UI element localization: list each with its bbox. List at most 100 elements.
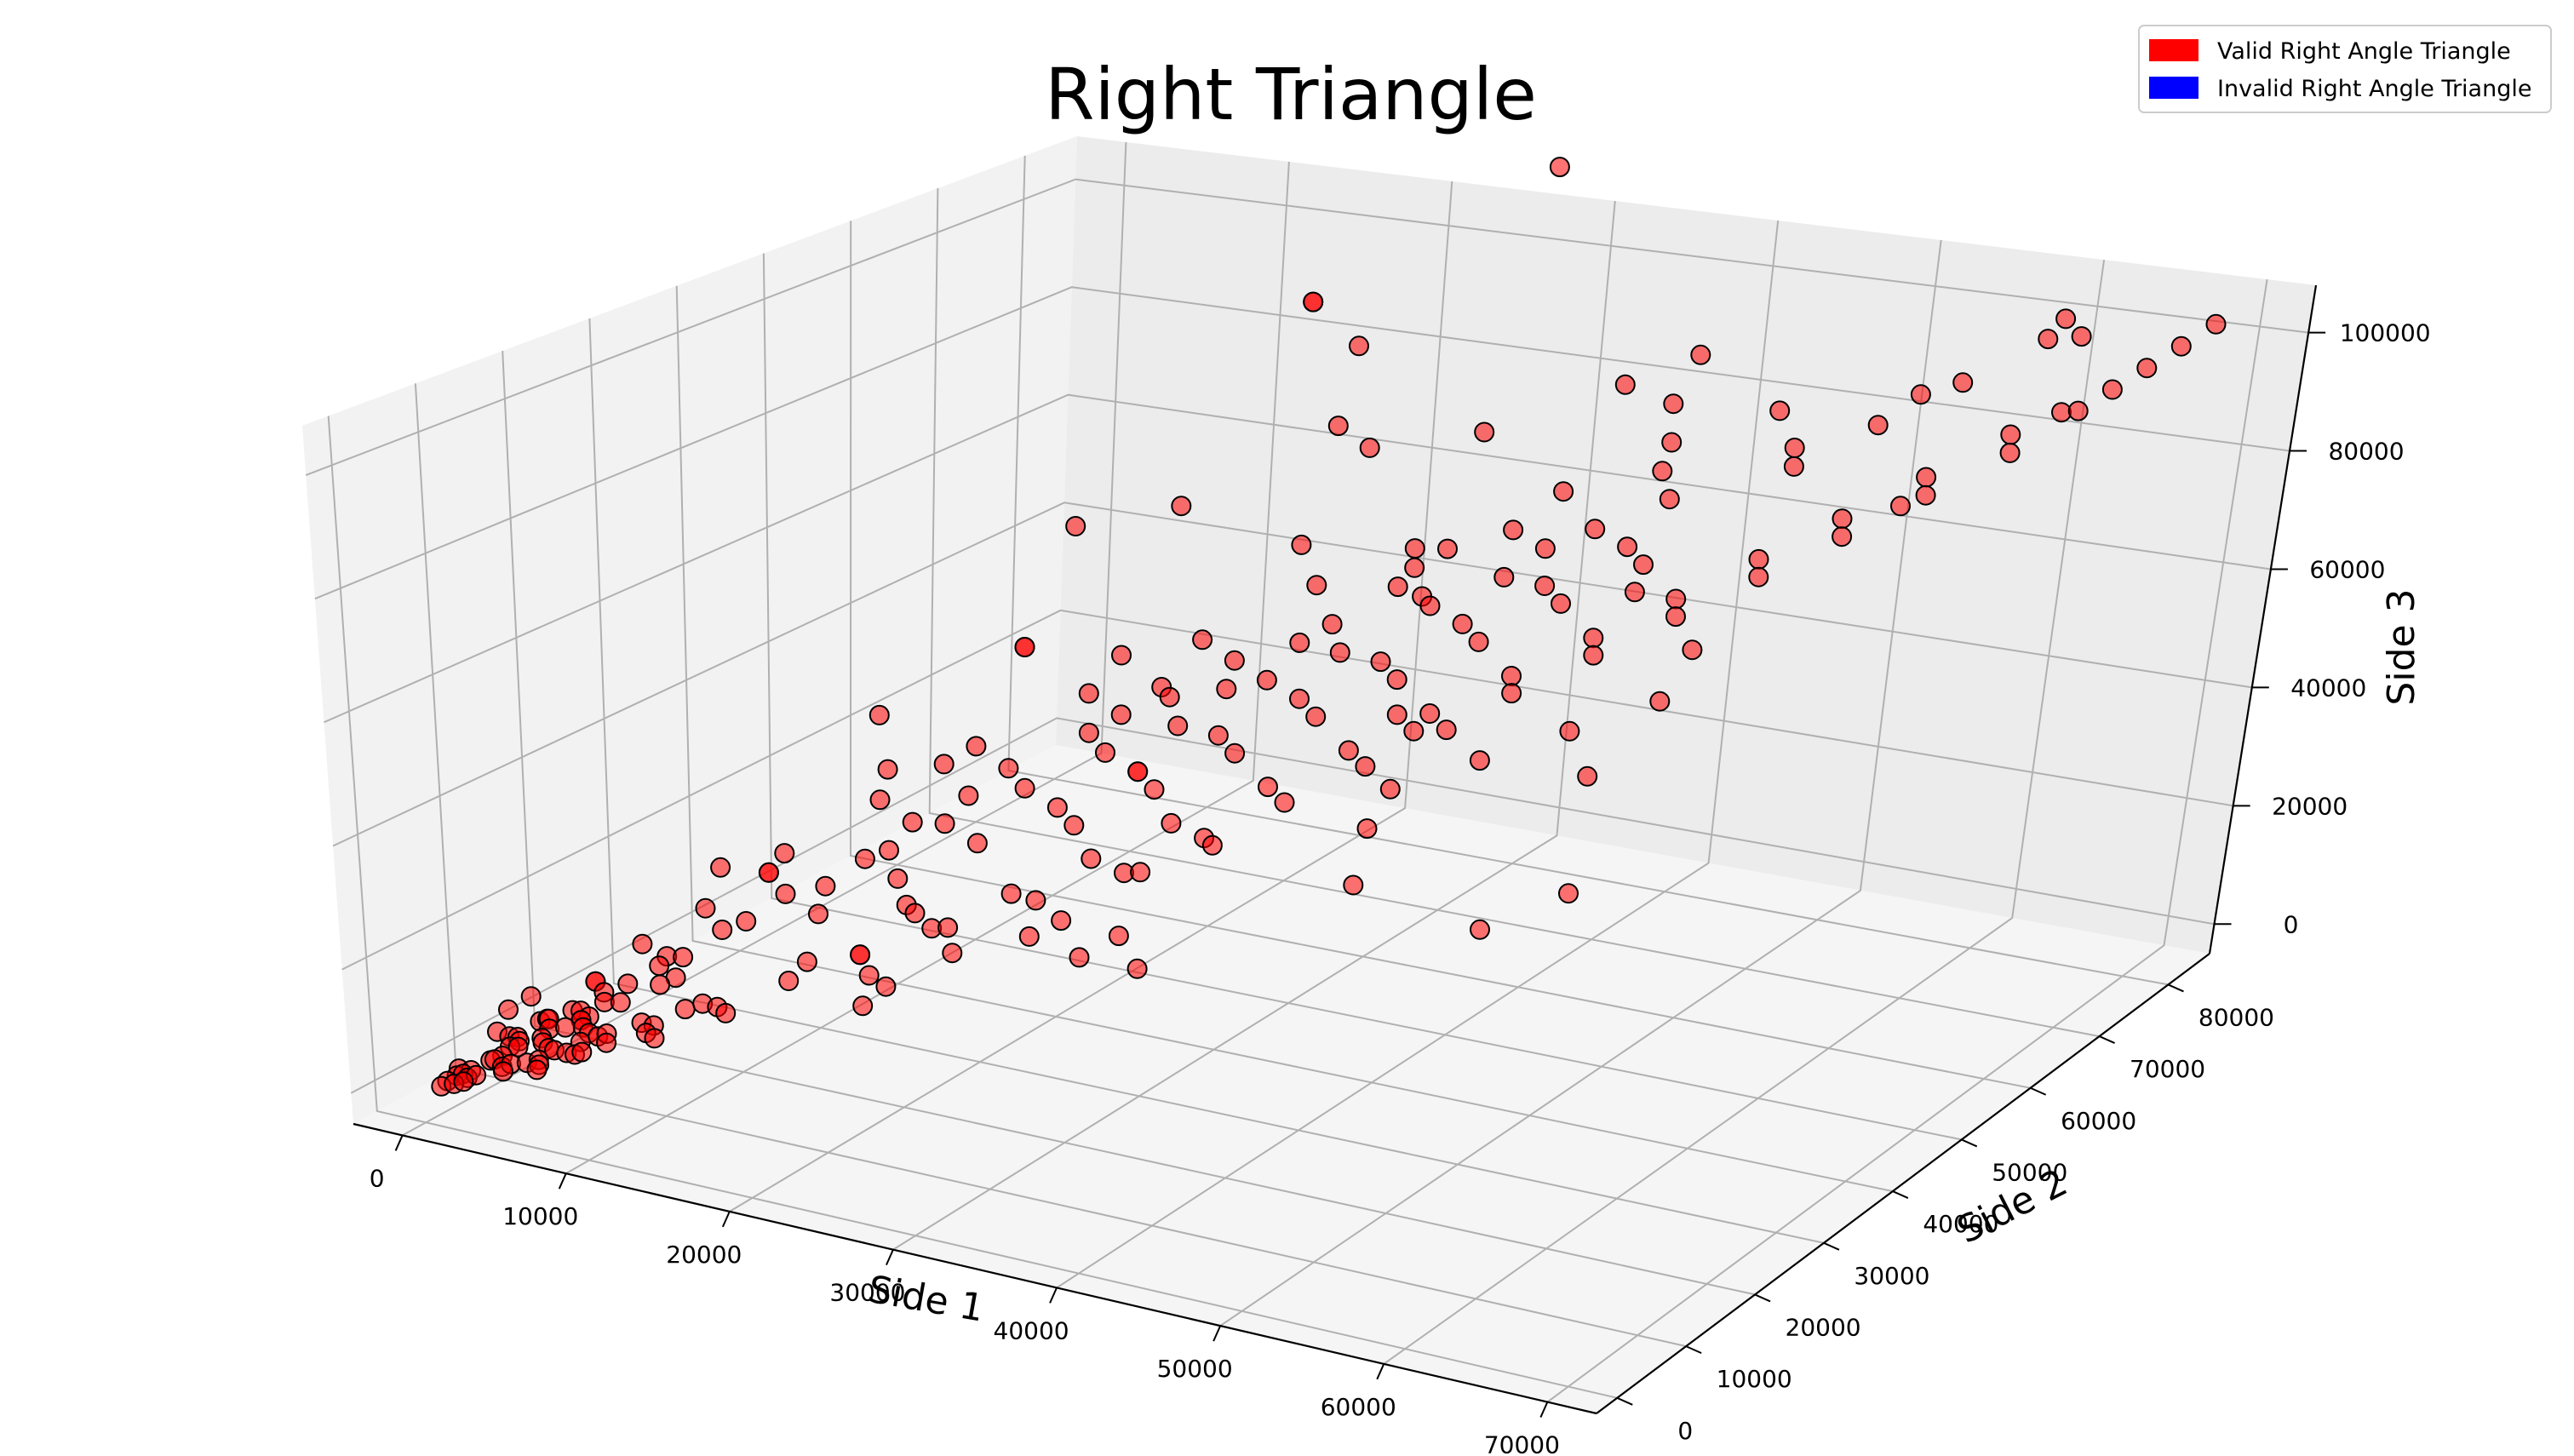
data-point [555, 1017, 576, 1038]
y-tick-label-2: 20000 [1786, 1313, 1861, 1341]
data-point [2136, 358, 2158, 379]
data-point [2205, 313, 2227, 335]
data-point [649, 955, 670, 977]
data-point [1474, 421, 1495, 443]
data-point [1665, 606, 1686, 628]
data-point [1890, 496, 1911, 517]
data-point [1289, 632, 1310, 653]
data-point [1289, 688, 1310, 709]
data-point [2101, 379, 2123, 400]
data-point [1867, 415, 1889, 436]
data-point [571, 1041, 593, 1063]
y-tick-label-0: 0 [1677, 1417, 1693, 1445]
data-point [1624, 582, 1645, 603]
data-point [712, 920, 733, 940]
data-point [1468, 631, 1489, 652]
data-point [1327, 416, 1349, 437]
grid-y-3 [588, 318, 1825, 1244]
data-point [1493, 566, 1515, 588]
y-tick-label-1: 10000 [1717, 1365, 1792, 1393]
data-point [1910, 384, 1931, 405]
data-point [1915, 484, 1936, 506]
data-point [1419, 703, 1441, 724]
grid-z-2 [332, 502, 2252, 847]
data-point [1748, 566, 1769, 588]
data-point [854, 848, 875, 869]
data-point [1386, 704, 1407, 725]
x-tick-label-2: 20000 [666, 1241, 742, 1269]
data-point [1046, 797, 1068, 818]
data-point [526, 1059, 547, 1081]
data-point [869, 789, 891, 811]
data-point [1192, 629, 1213, 651]
data-point [1558, 883, 1579, 904]
data-point [1769, 400, 1791, 421]
data-point [596, 1032, 617, 1053]
y-tick-mark-3 [1823, 1241, 1840, 1251]
data-point [1832, 508, 1853, 530]
data-point [1274, 792, 1295, 813]
axis-lines [353, 284, 2318, 1415]
data-point [1171, 496, 1192, 517]
x-tick-mark-2 [721, 1211, 731, 1228]
x-tick-label-5: 50000 [1157, 1355, 1233, 1383]
legend-swatch-valid [2149, 39, 2199, 61]
x-tick-label-4: 40000 [994, 1316, 1069, 1344]
data-point [815, 875, 836, 897]
data-point [1167, 715, 1189, 737]
data-point [869, 704, 890, 725]
legend: Valid Right Angle Triangle Invalid Right… [2138, 25, 2552, 113]
grid-y-5 [762, 253, 1962, 1141]
data-point [453, 1071, 474, 1092]
data-point [1065, 516, 1086, 536]
data-point [1437, 538, 1458, 559]
data-point [1078, 722, 1099, 743]
data-point [1784, 438, 1805, 458]
data-point [1014, 777, 1035, 799]
data-point [1583, 645, 1604, 666]
z-tick-label-1: 20000 [2272, 792, 2348, 820]
data-point [1551, 593, 1571, 614]
grid-z-3 [324, 393, 2272, 724]
data-point [1690, 344, 1711, 365]
z-tick-label-2: 40000 [2290, 674, 2366, 702]
z-axis-label: Side 3 [2380, 588, 2423, 705]
grid-x-4 [1056, 220, 1780, 1289]
data-point [1403, 720, 1425, 742]
x-tick-mark-5 [1212, 1325, 1222, 1342]
data-point [933, 754, 955, 775]
legend-label-valid: Valid Right Angle Triangle [2217, 38, 2511, 65]
x-tick-label-1: 10000 [502, 1202, 578, 1230]
y-tick-label-6: 60000 [2061, 1107, 2136, 1135]
data-point [1832, 526, 1853, 547]
data-point [1386, 669, 1407, 691]
data-point [1404, 557, 1425, 578]
data-point [808, 903, 828, 925]
data-point [966, 833, 988, 854]
data-point [1329, 642, 1350, 663]
data-point [1999, 442, 2021, 463]
data-point [1224, 742, 1246, 764]
data-point [902, 811, 923, 833]
grid-x-6 [1383, 259, 2106, 1365]
data-point [1127, 761, 1149, 782]
data-point [610, 992, 631, 1013]
data-point [958, 785, 979, 806]
data-point [887, 868, 909, 889]
y-tick-label-3: 30000 [1854, 1262, 1929, 1290]
data-point [1306, 575, 1327, 596]
data-point [1436, 719, 1457, 741]
x-tick-mark-3 [886, 1249, 894, 1266]
data-point [1419, 595, 1441, 616]
data-point [877, 759, 898, 780]
data-point [1224, 650, 1245, 671]
data-point [1000, 883, 1022, 904]
data-point [695, 897, 716, 919]
pane-back [1056, 136, 2316, 954]
data-point [1159, 686, 1180, 708]
x-tick-mark-1 [558, 1172, 567, 1189]
data-point [1617, 536, 1638, 558]
data-point [1534, 538, 1556, 559]
data-point [1321, 614, 1343, 635]
data-point [1343, 874, 1364, 896]
